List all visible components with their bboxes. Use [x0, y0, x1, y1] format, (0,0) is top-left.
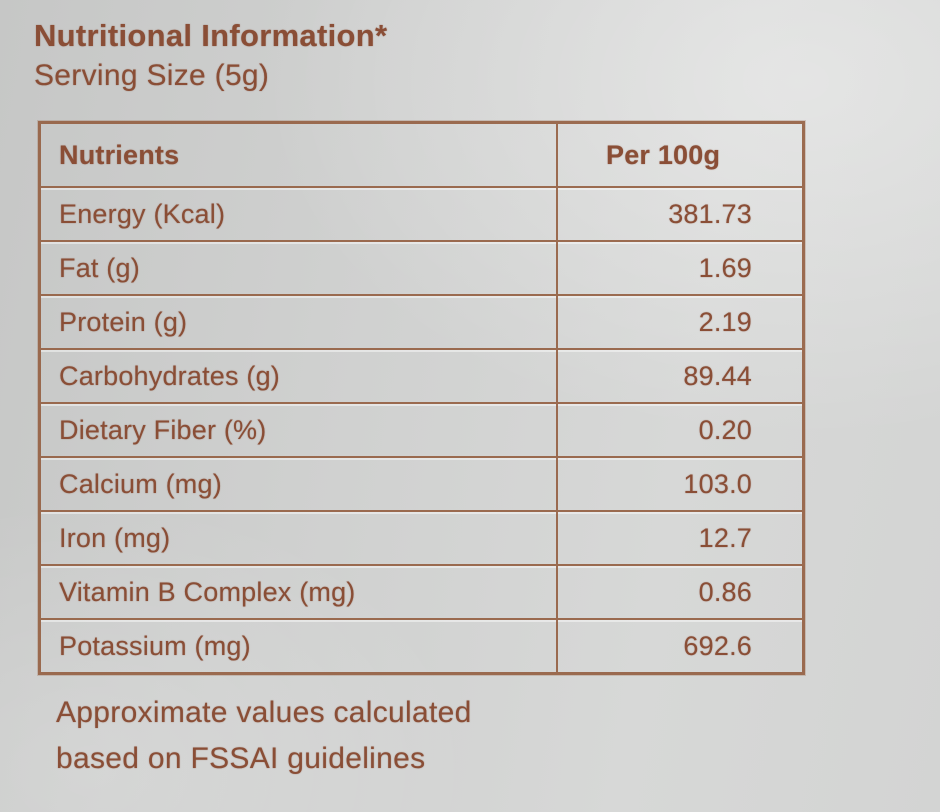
- table-row: Energy (Kcal) 381.73: [41, 186, 802, 240]
- nutrient-value-cell: 1.69: [698, 252, 752, 283]
- nutrient-name-cell: Dietary Fiber (%): [41, 404, 558, 456]
- table-row: Dietary Fiber (%) 0.20: [41, 402, 802, 456]
- nutrition-table: Nutrients Per 100g Energy (Kcal) 381.73 Fa…: [38, 121, 805, 675]
- table-row: Potassium (mg) 692.6: [41, 618, 802, 672]
- nutrient-name-cell: Energy (Kcal): [41, 188, 558, 240]
- nutrient-value-cell: 692.6: [683, 630, 752, 661]
- nutrient-name-cell: Vitamin B Complex (mg): [41, 566, 558, 618]
- nutrient-name-cell: Calcium (mg): [41, 458, 558, 510]
- nutrient-value-cell: 89.44: [683, 360, 752, 391]
- page-title: Nutritional Information*: [34, 18, 388, 53]
- column-header-nutrients: Nutrients: [41, 124, 558, 186]
- column-header-per-100g: Per 100g: [606, 139, 721, 170]
- footnote-line-2: based on FSSAI guidelines: [56, 742, 426, 775]
- nutrient-value-cell: 381.73: [668, 198, 752, 229]
- nutrient-name-cell: Carbohydrates (g): [41, 350, 558, 402]
- table-body: Energy (Kcal) 381.73 Fat (g) 1.69 Protein (g…: [41, 186, 802, 672]
- nutrient-value-cell: 0.86: [698, 576, 752, 607]
- nutrient-name-cell: Protein (g): [41, 296, 558, 348]
- table-row: Carbohydrates (g) 89.44: [41, 348, 802, 402]
- footnote-line-1: Approximate values calculated: [56, 696, 472, 729]
- nutrient-name-cell: Potassium (mg): [41, 620, 558, 672]
- nutrient-name-cell: Iron (mg): [41, 512, 558, 564]
- table-row: Iron (mg) 12.7: [41, 510, 802, 564]
- nutrient-value-cell: 12.7: [698, 522, 752, 553]
- table-header-row: Nutrients Per 100g: [41, 124, 802, 186]
- nutrient-value-cell: 0.20: [698, 414, 752, 445]
- table-row: Calcium (mg) 103.0: [41, 456, 802, 510]
- nutrient-name-cell: Fat (g): [41, 242, 558, 294]
- table-row: Protein (g) 2.19: [41, 294, 802, 348]
- nutrient-value-cell: 2.19: [698, 306, 752, 337]
- table-row: Vitamin B Complex (mg) 0.86: [41, 564, 802, 618]
- table-row: Fat (g) 1.69: [41, 240, 802, 294]
- serving-size-text: Serving Size (5g): [34, 59, 270, 92]
- nutrient-value-cell: 103.0: [683, 468, 752, 499]
- footnote: Approximate values calculated based on F…: [56, 690, 472, 782]
